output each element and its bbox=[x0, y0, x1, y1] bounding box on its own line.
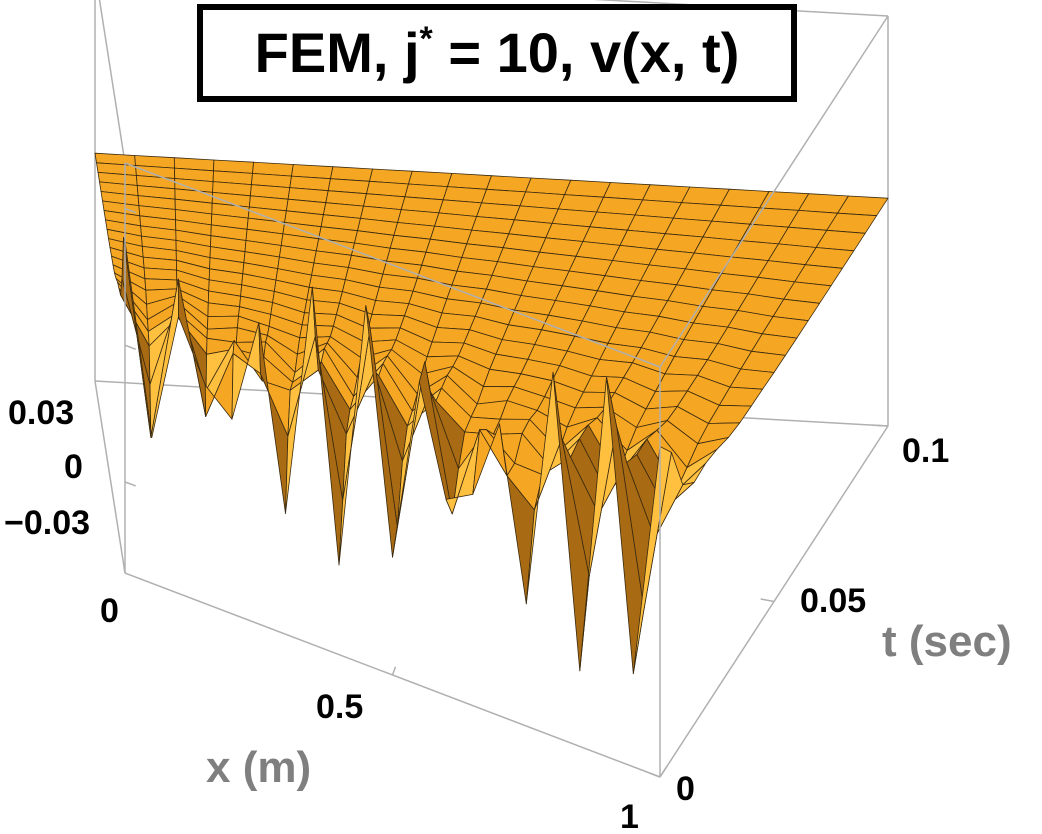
box-edge bbox=[94, 380, 126, 574]
y-tick-01: 0.1 bbox=[902, 432, 949, 470]
surface-patch bbox=[206, 315, 239, 330]
y-tick-mark bbox=[649, 772, 661, 778]
axis-ticks bbox=[123, 207, 889, 778]
surface-patch bbox=[632, 446, 672, 675]
surface-mesh bbox=[94, 152, 889, 675]
z-tick-mark bbox=[124, 207, 136, 214]
box-edge bbox=[98, 0, 126, 164]
surface-patch bbox=[144, 278, 178, 291]
chart-title-text: FEM, j* = 10, v(x, t) bbox=[255, 22, 740, 81]
surface-patch bbox=[431, 327, 471, 344]
y-tick-005: 0.05 bbox=[800, 582, 866, 620]
box-edge bbox=[659, 15, 889, 368]
x-tick-mark bbox=[659, 766, 668, 778]
surface-patch bbox=[436, 312, 476, 331]
y-tick-mark bbox=[760, 598, 775, 603]
x-axis-label: x (m) bbox=[206, 743, 311, 792]
title-prefix: FEM, j bbox=[254, 21, 420, 84]
x-tick-mark bbox=[123, 567, 126, 574]
y-tick-mark bbox=[872, 424, 889, 427]
z-tick-0: 0 bbox=[64, 448, 83, 486]
z-tick-003: 0.03 bbox=[8, 394, 74, 432]
title-superscript: * bbox=[419, 20, 433, 58]
z-tick-mark bbox=[124, 481, 136, 487]
z-tick-mark bbox=[124, 344, 136, 351]
y-axis-label: t (sec) bbox=[882, 617, 1012, 666]
x-tick-1: 1 bbox=[620, 798, 639, 834]
surface-patch bbox=[301, 312, 337, 327]
surface-patch bbox=[564, 179, 611, 198]
box-edge bbox=[124, 162, 661, 368]
chart-title: FEM, j* = 10, v(x, t) bbox=[197, 4, 797, 102]
surface-patch bbox=[371, 300, 410, 317]
x-tick-mark bbox=[391, 666, 397, 676]
y-tick-0: 0 bbox=[676, 770, 695, 808]
x-tick-0: 0 bbox=[100, 592, 119, 630]
surface-patch bbox=[367, 313, 405, 329]
title-suffix: = 10, v(x, t) bbox=[432, 21, 740, 84]
surface-patch bbox=[143, 267, 178, 281]
surface-patch bbox=[426, 341, 465, 358]
z-tick-m003: −0.03 bbox=[4, 504, 90, 542]
x-tick-05: 0.5 bbox=[316, 688, 363, 726]
